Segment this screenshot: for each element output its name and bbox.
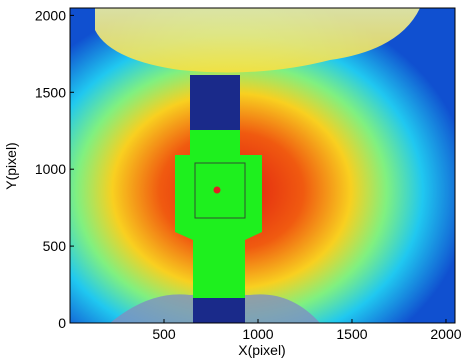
hole	[213, 186, 221, 194]
x-tick-label: 1500	[336, 326, 367, 342]
grip-top	[95, 8, 420, 73]
y-tick-label: 500	[43, 238, 67, 254]
x-tick-label: 500	[152, 326, 176, 342]
specimen-top	[190, 75, 240, 130]
specimen-bottom	[193, 298, 245, 323]
x-tick-label: 2000	[430, 326, 461, 342]
y-tick-label: 0	[58, 315, 66, 331]
y-tick-label: 2000	[35, 7, 66, 23]
x-tick-label: 1000	[242, 326, 273, 342]
image-area	[69, 7, 456, 324]
y-tick-label: 1500	[35, 84, 66, 100]
gauge-box	[194, 162, 246, 219]
x-axis-label: X(pixel)	[238, 342, 285, 358]
y-axis-label: Y(pixel)	[3, 142, 19, 189]
axes-frame	[69, 7, 456, 324]
specimen	[175, 130, 262, 298]
y-tick-label: 1000	[35, 161, 66, 177]
